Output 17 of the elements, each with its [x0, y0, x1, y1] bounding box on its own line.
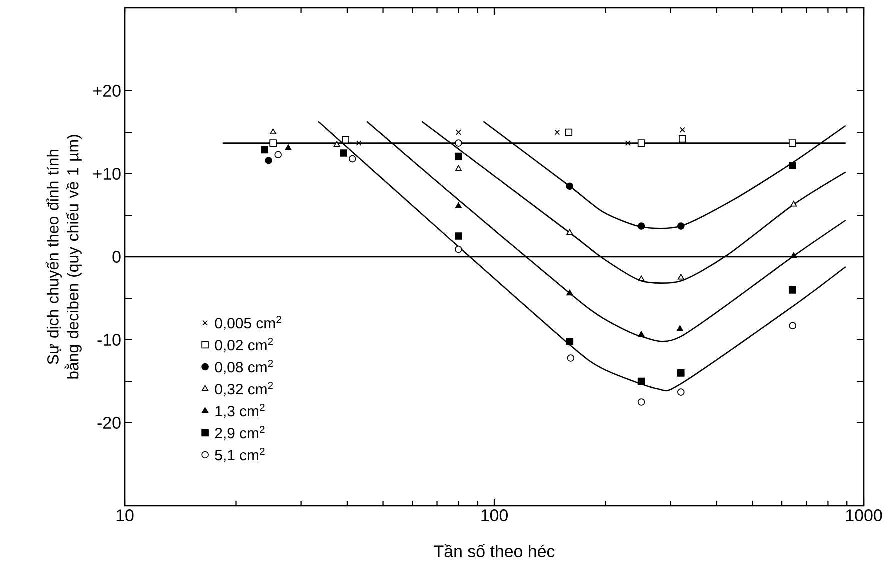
legend-label: 2,9 cm$^{2}$: [215, 426, 265, 440]
legend-label: 0,32 cm$^{2}$: [215, 382, 274, 396]
x-tick-label: 100: [482, 510, 508, 522]
x-tick-label: 10: [116, 510, 134, 522]
legend-label: 0,08 cm$^{2}$: [215, 360, 274, 374]
legend-label: 5,1 cm$^{2}$: [215, 448, 265, 462]
x-tick-label: 1000: [846, 510, 882, 522]
x-axis-title: Tần số theo héc: [434, 544, 555, 558]
legend-label: 1,3 cm$^{2}$: [216, 404, 265, 418]
legend-label: 0,02 cm$^{2}$: [215, 338, 274, 352]
legend-label: 0,005 cm$^{2}$: [215, 316, 282, 330]
y-tick-label: -10: [98, 334, 121, 346]
y-tick-label: 0: [112, 251, 121, 263]
y-tick-label: +20: [94, 85, 121, 97]
y-tick-label: +10: [94, 168, 121, 180]
y-axis-title: Sự dịch chuyển theo đỉnh tính bằng deciben (quy chiếu về 1 µm): [46, 135, 82, 379]
y-tick-label: -20: [98, 417, 121, 429]
